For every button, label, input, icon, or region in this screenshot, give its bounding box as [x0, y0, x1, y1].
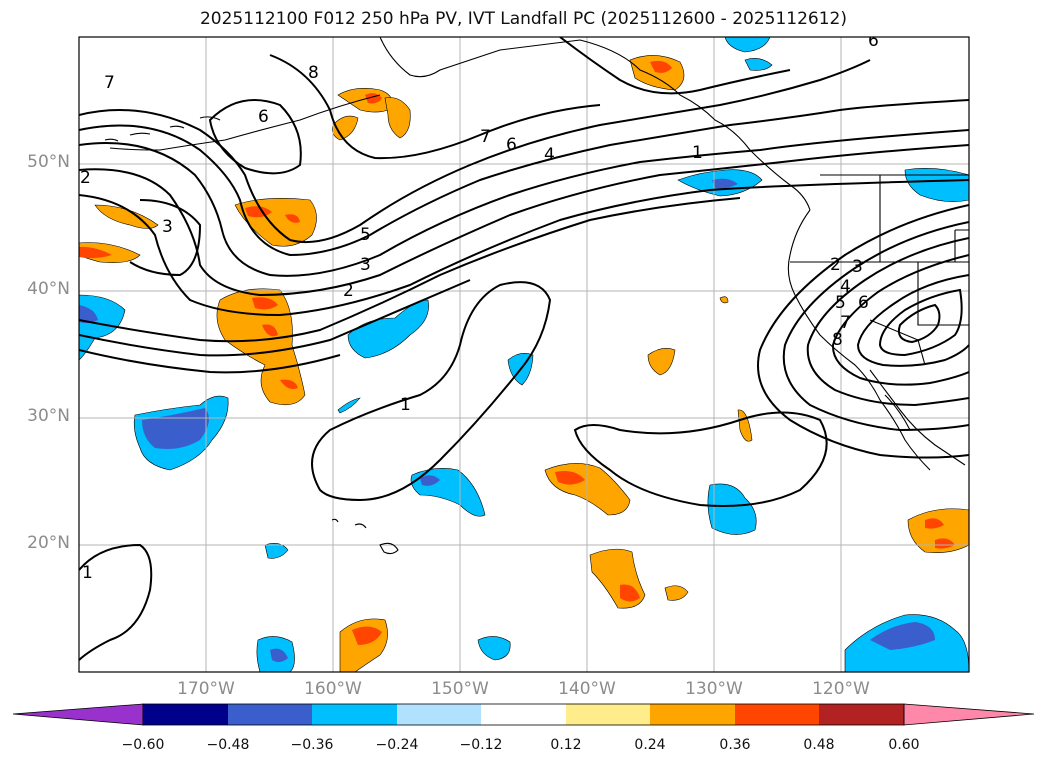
lon-tick-label: 160°W — [304, 679, 362, 699]
lat-tick-label: 30°N — [27, 406, 70, 426]
contour-label: 2 — [343, 281, 354, 301]
colorbar-segment — [650, 704, 735, 725]
contour-label: 3 — [852, 257, 863, 277]
pv-positive-area — [337, 88, 393, 113]
pv-negative-area — [707, 483, 757, 535]
contour-label: 7 — [840, 313, 851, 333]
pv-negative-area — [712, 178, 738, 189]
contour-label: 4 — [544, 145, 555, 165]
pv-positive-area — [647, 348, 676, 376]
contour-label: 8 — [832, 330, 843, 350]
lon-tick-label: 150°W — [431, 679, 489, 699]
contour-label-group: 7 8 6 7 6 4 1 5 3 2 2 3 1 2 3 4 5 6 7 8 … — [80, 31, 879, 583]
contour-label: 6 — [858, 293, 869, 313]
pv-positive-area — [650, 60, 672, 73]
pv-negative-area — [904, 168, 969, 202]
lat-tick-label: 50°N — [27, 152, 70, 172]
pv-positive-area — [935, 538, 955, 549]
colorbar-tick-label: 0.12 — [550, 737, 582, 753]
pv-positive-area — [280, 379, 298, 389]
pv-shading — [79, 37, 969, 672]
colorbar-segment — [397, 704, 481, 725]
contour-label: 5 — [835, 293, 846, 313]
pv-positive-area — [262, 324, 278, 337]
colorbar-tick-label: 0.60 — [888, 737, 920, 753]
colorbar-segment — [312, 704, 397, 725]
pv-positive-area — [907, 508, 969, 553]
contour-label: 5 — [360, 225, 371, 245]
contour-label: 7 — [480, 127, 491, 147]
colorbar-tick-label: −0.48 — [206, 737, 250, 753]
colorbar-segment — [735, 704, 819, 725]
colorbar-tick-label: −0.24 — [375, 737, 419, 753]
pv-negative-area — [347, 299, 429, 359]
contour-label: 3 — [360, 255, 371, 275]
pv-positive-area — [384, 97, 411, 139]
pv-positive-area — [79, 246, 112, 259]
colorbar-tick-label: −0.12 — [459, 737, 503, 753]
pv-positive-area — [555, 471, 585, 485]
pv-negative-area — [270, 648, 288, 663]
pv-positive-area — [352, 626, 382, 645]
map-frame — [78, 36, 970, 673]
pv-negative-area — [870, 622, 935, 650]
pv-positive-area — [925, 518, 944, 529]
colorbar-outline — [142, 703, 905, 726]
pv-positive-area — [737, 409, 753, 442]
pv-negative-area — [724, 37, 771, 53]
lat-tick-label: 20°N — [27, 533, 70, 553]
lon-tick-label: 170°W — [177, 679, 235, 699]
contour-label: 1 — [692, 143, 703, 163]
colorbar-segment — [228, 704, 312, 725]
pv-negative-area — [79, 305, 98, 324]
pv-negative-area — [337, 397, 361, 414]
colorbar-tick-label: 0.24 — [634, 737, 666, 753]
colorbar-extend-high — [903, 703, 1035, 726]
contour-label: 8 — [308, 63, 319, 83]
colorbar-segment — [566, 704, 650, 725]
colorbar-extend-low — [12, 703, 144, 726]
contour-label: 1 — [82, 563, 93, 583]
pv-positive-area — [719, 296, 729, 304]
pv-negative-area — [264, 543, 289, 559]
contour-label: 3 — [162, 217, 173, 237]
map-content: 7 8 6 7 6 4 1 5 3 2 2 3 1 2 3 4 5 6 7 8 … — [79, 31, 969, 672]
pv-positive-area — [252, 297, 278, 310]
pv-negative-area — [744, 58, 773, 71]
colorbar-tick-label: 0.36 — [719, 737, 751, 753]
map-title: 2025112100 F012 250 hPa PV, IVT Landfall… — [199, 9, 847, 29]
contour-label: 6 — [506, 135, 517, 155]
contour-label: 4 — [840, 277, 851, 297]
colorbar-tick-label: −0.60 — [121, 737, 165, 753]
pv-negative-area — [477, 636, 511, 661]
contour-label: 1 — [400, 395, 411, 415]
pv-negative-area — [420, 475, 440, 486]
colorbar-segment — [481, 704, 566, 725]
colorbar — [12, 703, 1035, 726]
pv-contours — [79, 37, 969, 661]
pv-positive-area — [620, 584, 640, 602]
lon-tick-label: 120°W — [812, 679, 870, 699]
lon-tick-label: 140°W — [558, 679, 616, 699]
lat-tick-label: 40°N — [27, 279, 70, 299]
colorbar-segment — [819, 704, 904, 725]
pv-positive-area — [285, 214, 300, 223]
contour-label: 6 — [868, 31, 879, 51]
colorbar-segment — [143, 704, 228, 725]
contour-label: 6 — [258, 107, 269, 127]
contour-label: 7 — [104, 73, 115, 93]
colorbar-tick-label: 0.48 — [803, 737, 835, 753]
colorbar-tick-label: −0.36 — [290, 737, 334, 753]
pv-positive-area — [629, 55, 685, 91]
contour-label: 2 — [80, 168, 91, 188]
lon-tick-label: 130°W — [685, 679, 743, 699]
pv-positive-area — [664, 585, 689, 601]
contour-label: 2 — [830, 255, 841, 275]
